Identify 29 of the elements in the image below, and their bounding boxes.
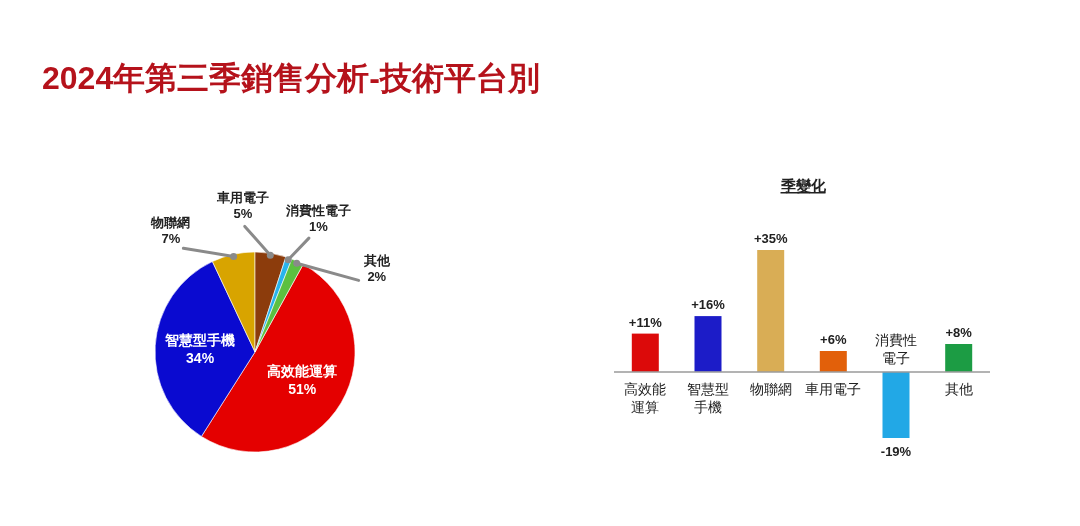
value-label: +11% (628, 314, 662, 330)
slice-label: 物聯網 (151, 215, 191, 231)
category-label: 物聯網 (749, 381, 792, 397)
slice-label: 車用電子 (217, 189, 269, 205)
slice-label: 51% (288, 381, 317, 397)
slice-label: 其他 (363, 252, 390, 268)
value-label: +16% (691, 297, 725, 313)
slice-label: 34% (186, 349, 215, 366)
title: 季變化 (780, 177, 826, 194)
title: 2024年第三季銷售分析-技術平台別 (42, 60, 540, 96)
value-label: +6% (820, 332, 847, 347)
slice-label: 消費性電子 (285, 203, 351, 219)
value-label: +8% (945, 325, 972, 340)
slice-label: 智慧型手機 (165, 331, 236, 348)
category-label: 手機 (694, 399, 722, 415)
slice-label: 高效能運算 (267, 363, 338, 379)
category-label: 高效能 (624, 381, 667, 397)
slice-label: 5% (233, 205, 253, 221)
category-label: 智慧型 (687, 381, 729, 397)
value-label: -19% (880, 444, 912, 459)
category-label: 消費性 (875, 332, 917, 348)
slice-label: 7% (161, 231, 181, 247)
value-label: +35% (753, 231, 788, 246)
slice-label: 1% (309, 219, 328, 235)
category-label: 運算 (631, 399, 660, 415)
category-label: 其他 (944, 381, 973, 397)
category-label: 車用電子 (805, 381, 862, 397)
category-label: 電子 (882, 350, 910, 366)
slice-label: 2% (367, 268, 387, 284)
